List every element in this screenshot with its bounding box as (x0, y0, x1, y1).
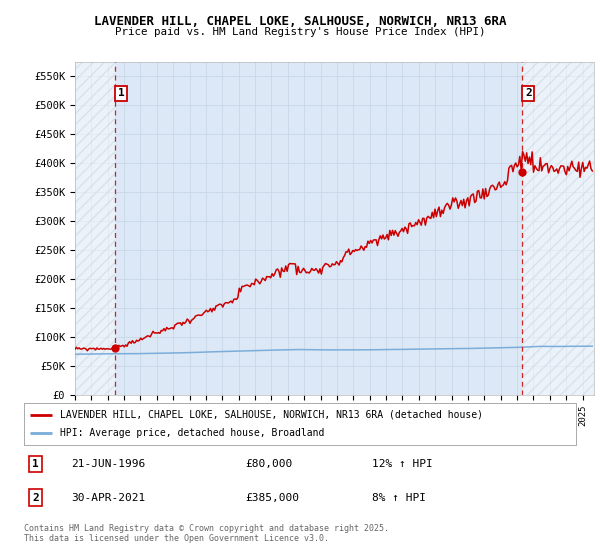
Text: HPI: Average price, detached house, Broadland: HPI: Average price, detached house, Broa… (60, 428, 324, 438)
Text: 8% ↑ HPI: 8% ↑ HPI (372, 492, 426, 502)
Text: £385,000: £385,000 (245, 492, 299, 502)
Text: 1: 1 (118, 88, 125, 99)
Text: 2: 2 (32, 492, 39, 502)
Text: Contains HM Land Registry data © Crown copyright and database right 2025.
This d: Contains HM Land Registry data © Crown c… (24, 524, 389, 543)
Text: Price paid vs. HM Land Registry's House Price Index (HPI): Price paid vs. HM Land Registry's House … (115, 27, 485, 37)
Text: 2: 2 (525, 88, 532, 99)
Text: 30-APR-2021: 30-APR-2021 (71, 492, 145, 502)
Text: £80,000: £80,000 (245, 459, 292, 469)
Text: 21-JUN-1996: 21-JUN-1996 (71, 459, 145, 469)
Text: 12% ↑ HPI: 12% ↑ HPI (372, 459, 433, 469)
Text: LAVENDER HILL, CHAPEL LOKE, SALHOUSE, NORWICH, NR13 6RA (detached house): LAVENDER HILL, CHAPEL LOKE, SALHOUSE, NO… (60, 410, 483, 420)
Text: 1: 1 (32, 459, 39, 469)
Text: LAVENDER HILL, CHAPEL LOKE, SALHOUSE, NORWICH, NR13 6RA: LAVENDER HILL, CHAPEL LOKE, SALHOUSE, NO… (94, 15, 506, 28)
